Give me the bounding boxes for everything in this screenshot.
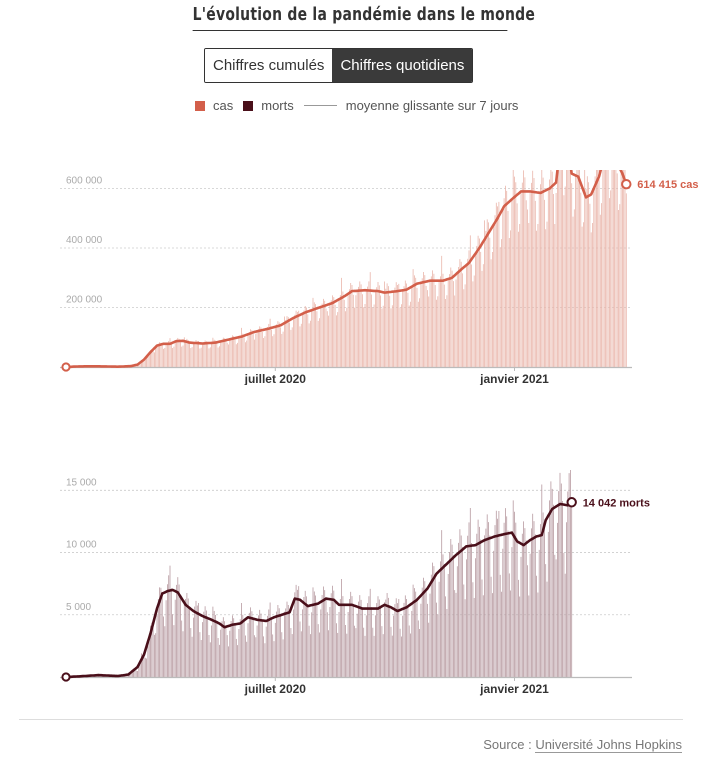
source-prefix: Source : [483, 737, 532, 752]
x-tick-label: juillet 2020 [244, 372, 307, 385]
x-tick-label: juillet 2020 [244, 682, 307, 696]
toggle-cumulative-button[interactable]: Chiffres cumulés [205, 49, 333, 82]
x-tick-label: janvier 2021 [479, 372, 549, 385]
legend-deaths-label: morts [261, 98, 294, 113]
toggle-daily-button[interactable]: Chiffres quotidiens [332, 49, 473, 82]
end-marker [566, 497, 577, 508]
deaths-swatch-icon [243, 100, 254, 111]
end-value-label: 614 415 cas [637, 179, 698, 191]
footer-divider [19, 719, 683, 720]
y-tick-label: 10 000 [66, 540, 97, 551]
end-value-label: 14 042 morts [583, 497, 650, 509]
view-toggle: Chiffres cumulés Chiffres quotidiens [204, 48, 474, 83]
legend-cases: cas [195, 98, 233, 113]
end-marker [621, 178, 632, 190]
cases-chart: 200 000 400 000 600 000 juillet 2020 janvier… [60, 170, 698, 385]
legend-average: moyenne glissante sur 7 jours [303, 98, 519, 113]
deaths-chart: 5 000 10 000 15 000 juillet 2020 janvier 202… [60, 470, 650, 696]
chart-legend: cas morts moyenne glissante sur 7 jours [195, 98, 528, 113]
start-marker [61, 362, 71, 372]
source-link[interactable]: Université Johns Hopkins [535, 737, 682, 753]
average-line-icon [303, 105, 337, 106]
legend-cases-label: cas [213, 98, 234, 113]
source-note: Source : Université Johns Hopkins [483, 737, 682, 753]
page-title: L'évolution de la pandémie dans le monde [192, 4, 535, 31]
moving-average-line [65, 170, 628, 369]
x-tick-label: janvier 2021 [479, 682, 549, 696]
y-tick-label: 5 000 [66, 602, 91, 613]
y-tick-label: 15 000 [66, 477, 97, 488]
cases-swatch-icon [195, 100, 205, 111]
y-tick-label: 200 000 [66, 294, 103, 305]
legend-deaths: morts [243, 98, 294, 113]
legend-average-label: moyenne glissante sur 7 jours [345, 98, 519, 113]
start-marker [61, 672, 71, 682]
moving-average-line [65, 501, 573, 679]
y-tick-label: 600 000 [66, 175, 103, 186]
y-tick-label: 400 000 [66, 235, 103, 246]
